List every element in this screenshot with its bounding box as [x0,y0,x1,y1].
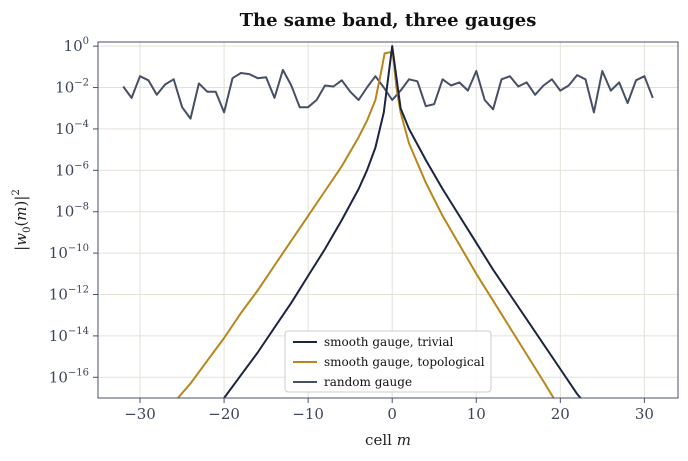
series-line-random-gauge [122,68,654,120]
series-layer [122,45,654,398]
y-axis-label: |w0(m)|2 [11,189,33,251]
y-tick-label: 10−2 [55,78,89,97]
y-tick-label: 10−10 [49,243,89,262]
y-tick-label: 100 [64,36,89,55]
legend-box [284,330,492,393]
x-axis-label-text: cell [365,431,392,449]
x-tick-label: 10 [467,405,486,423]
y-tick-label: 10−6 [55,160,89,179]
x-axis: −30 −20 −10 0 10 20 30 [124,398,654,423]
y-tick-label: 10−12 [49,285,89,304]
y-tick-label: 10−4 [55,119,89,138]
grid [98,42,678,398]
x-tick-label: −10 [292,405,324,423]
y-axis-label-text: |w0(m)|2 [11,189,33,251]
x-tick-label: 30 [635,405,654,423]
y-tick-label: 10−8 [55,202,89,221]
legend-label-random-gauge: random gauge [324,375,412,389]
y-tick-label: 10−14 [49,326,89,345]
chart-title: The same band, three gauges [240,10,537,31]
x-tick-label: −30 [124,405,156,423]
legend-label-smooth-gauge-trivial: smooth gauge, trivial [324,335,453,349]
plot-frame [97,41,679,399]
y-tick-label: 10−16 [49,367,89,386]
legend-label-smooth-gauge-topological: smooth gauge, topological [324,355,485,369]
legend: smooth gauge, trivial smooth gauge, topol… [284,330,492,393]
x-axis-label: cell m [365,431,411,449]
x-axis-label-var: m [397,431,411,449]
x-tick-label: 20 [551,405,570,423]
x-tick-label: 0 [387,405,397,423]
series-line-smooth-gauge-trivial [223,45,582,398]
x-tick-label: −20 [208,405,240,423]
series-line-smooth-gauge-topological [177,51,555,398]
y-axis: 100 10−2 10−4 10−6 10−8 10−10 10−12 10−14 10−16 [49,36,98,386]
